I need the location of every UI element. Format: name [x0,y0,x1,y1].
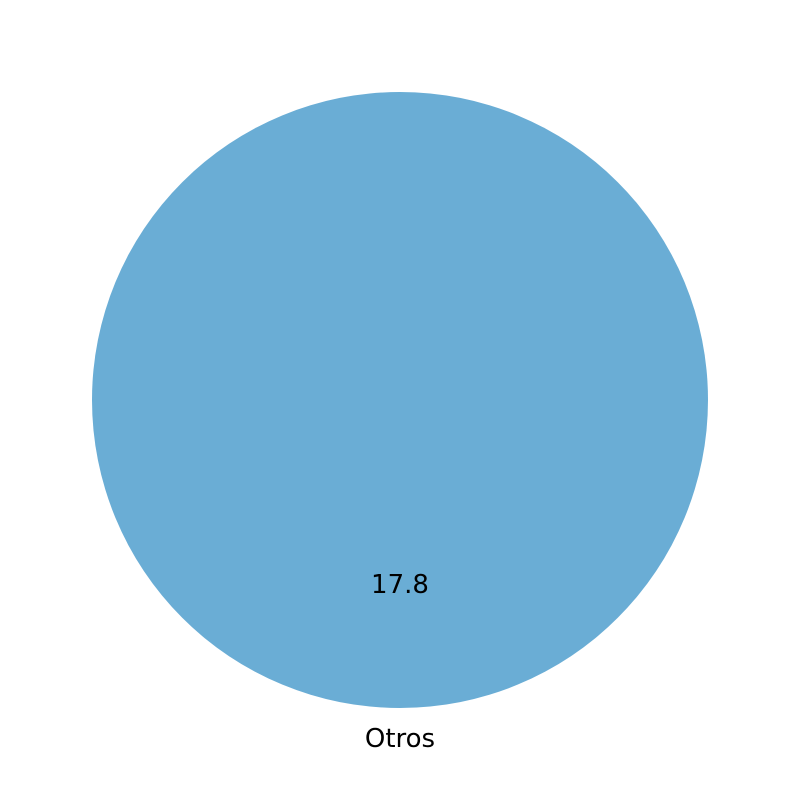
pie-labels: 17.8 Otros [365,570,435,754]
pie-slices [92,92,708,708]
slice-value-label: 17.8 [371,570,429,600]
pie-slice [92,92,708,708]
slice-category-label: Otros [365,724,435,754]
